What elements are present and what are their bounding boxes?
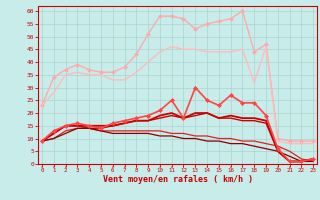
X-axis label: Vent moyen/en rafales ( km/h ): Vent moyen/en rafales ( km/h ): [103, 175, 252, 184]
